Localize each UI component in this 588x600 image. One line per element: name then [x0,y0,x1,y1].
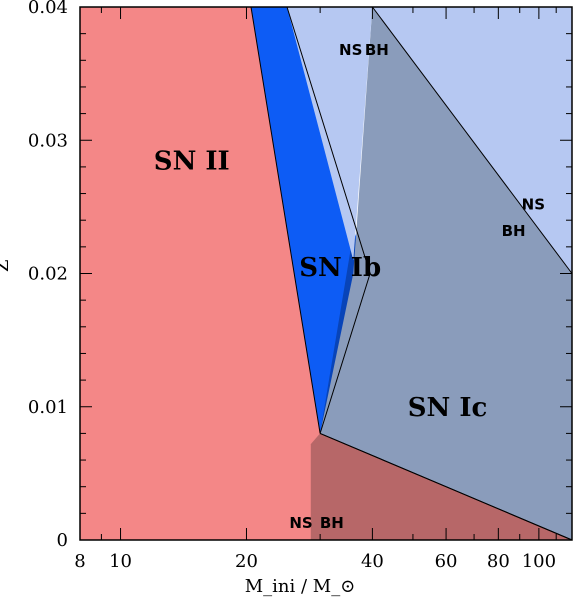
region-label-sn-ii: SN II [154,147,230,177]
remnant-label-bh: BH [320,514,344,532]
x-tick-label-40: 40 [361,551,384,572]
y-tick-label-0.02: 0.02 [28,264,68,285]
remnant-label-ns: NS [339,41,362,59]
x-tick-label-20: 20 [235,551,258,572]
x-tick-label-10: 10 [109,551,132,572]
region-sn-ii-bh [310,433,572,540]
boundary-line-3 [319,432,573,541]
remnant-label-ns: NS [289,514,312,532]
y-axis-title: Z [0,259,13,272]
boundary-line-1 [286,6,371,434]
x-axis-title: M_ini / M_⊙ [245,576,356,597]
boundary-line-4 [371,6,573,274]
region-label-sn-ic: SN Ic [408,393,488,423]
boundary-layer [250,6,573,541]
y-tick-label-0.03: 0.03 [28,130,68,151]
remnant-label-bh: BH [365,41,389,59]
region-sn-ii [80,7,572,540]
region-layer [80,7,572,540]
y-tick-label-0: 0 [57,530,68,551]
x-tick-label-100: 100 [522,551,556,572]
y-tick-label-0.01: 0.01 [28,397,68,418]
y-tick-label-0.04: 0.04 [28,0,68,18]
x-tick-label-8: 8 [74,551,85,572]
remnant-label-ns: NS [522,196,545,214]
remnant-label-bh: BH [502,222,526,240]
region-label-sn-ib: SN Ib [299,253,381,283]
x-tick-label-60: 60 [435,551,458,572]
boundary-line-0 [250,6,321,434]
x-tick-label-80: 80 [487,551,510,572]
region-ns-region-upper [287,7,373,261]
tick-layer: 8 10 20 40 60 80 100 0 0.01 0.02 0.03 0.04 [28,0,572,572]
